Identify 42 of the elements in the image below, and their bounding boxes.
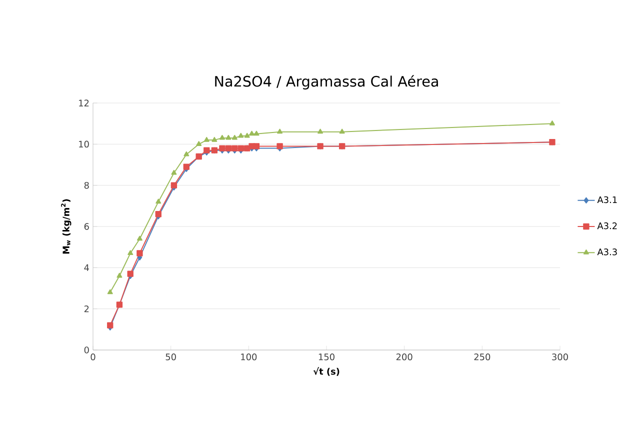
x-tick-label: 150: [318, 354, 334, 360]
point: [226, 134, 232, 140]
x-tick-label: 200: [396, 354, 412, 360]
y-tick-label: 8: [84, 182, 89, 189]
point: [196, 141, 202, 146]
y-tick-label: 4: [84, 264, 89, 271]
y-axis-title: M$_{w}$ (kg/m$^{2}$): [61, 199, 72, 254]
y-tick-label: 0: [84, 346, 89, 354]
legend-label: A3.1: [597, 196, 617, 204]
point: [238, 132, 244, 138]
y-tick-label: 12: [79, 100, 89, 106]
x-tick-label: 0: [90, 354, 96, 360]
point: [136, 250, 143, 256]
point: [244, 132, 250, 138]
legend-label: A3.3: [597, 248, 617, 256]
x-tick-label: 250: [474, 354, 490, 360]
point: [184, 151, 190, 156]
point: [318, 128, 324, 134]
point: [156, 198, 162, 204]
point: [128, 250, 134, 256]
point: [171, 170, 177, 175]
point: [116, 272, 122, 278]
point: [212, 136, 218, 142]
y-tick-label: 10: [79, 140, 89, 148]
point: [204, 136, 210, 142]
point: [339, 128, 345, 134]
point: [219, 134, 225, 140]
x-tick-label: 300: [552, 354, 568, 360]
point: [249, 130, 255, 136]
y-tick-label: 6: [84, 223, 89, 230]
point: [277, 128, 283, 134]
point: [254, 130, 260, 136]
x-tick-label: 50: [166, 354, 176, 360]
x-tick-label: 100: [241, 354, 257, 360]
point: [549, 120, 555, 126]
point: [107, 289, 113, 294]
y-tick-label: 2: [84, 306, 89, 312]
point: [136, 236, 142, 241]
legend-label: A3.2: [597, 222, 617, 230]
chart-title: Na2SO4 / Argamassa Cal Aérea: [215, 75, 438, 90]
x-axis-title: √t (s): [313, 367, 340, 376]
point: [232, 134, 238, 140]
